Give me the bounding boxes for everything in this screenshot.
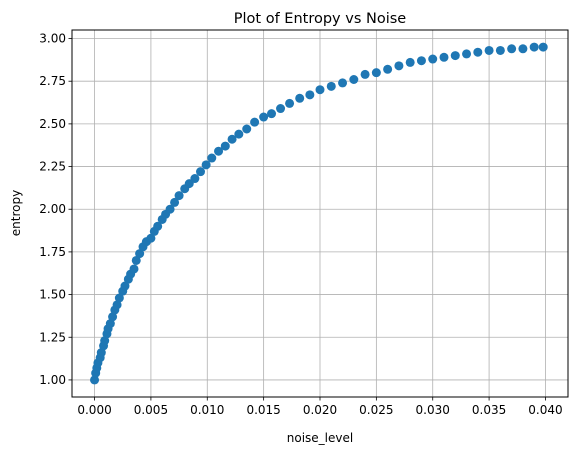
data-point: [349, 75, 359, 85]
data-point: [507, 44, 517, 54]
data-point: [450, 51, 460, 61]
data-point: [201, 160, 211, 170]
y-tick-label: 3.00: [39, 32, 66, 46]
y-tick-label: 1.00: [39, 373, 66, 387]
data-point: [227, 134, 237, 144]
data-point: [529, 42, 539, 52]
data-point: [439, 52, 449, 62]
data-point: [234, 129, 244, 139]
axis-ticks: 0.000 0.005 0.010 0.015 0.020 0.025 0.030 0.035…: [39, 32, 562, 417]
data-point: [131, 255, 141, 265]
data-point: [112, 300, 122, 310]
data-point: [295, 93, 305, 103]
data-point: [305, 90, 315, 100]
data-point: [165, 204, 175, 214]
data-point: [326, 81, 336, 91]
data-point: [315, 85, 325, 95]
data-point: [174, 191, 184, 201]
data-point: [90, 375, 100, 385]
data-point: [518, 44, 528, 54]
data-point: [538, 42, 548, 52]
data-points: [90, 42, 548, 385]
x-tick-label: 0.000: [77, 403, 111, 417]
data-point: [285, 98, 295, 108]
data-point: [129, 264, 139, 274]
data-point: [473, 47, 483, 57]
y-tick-label: 1.25: [39, 330, 66, 344]
data-point: [484, 45, 494, 55]
data-point: [135, 249, 145, 259]
data-point: [462, 49, 472, 59]
data-point: [259, 112, 269, 122]
data-point: [360, 69, 370, 79]
data-point: [170, 197, 180, 207]
data-point: [100, 336, 110, 346]
y-tick-label: 2.75: [39, 74, 66, 88]
x-tick-label: 0.025: [359, 403, 393, 417]
chart-title: Plot of Entropy vs Noise: [234, 11, 407, 27]
data-point: [394, 61, 404, 71]
data-point: [383, 64, 393, 74]
grid-lines: [72, 30, 568, 397]
y-axis-label: entropy: [9, 190, 23, 236]
data-point: [416, 56, 426, 66]
data-point: [146, 233, 156, 243]
data-point: [428, 54, 438, 64]
x-tick-label: 0.010: [190, 403, 224, 417]
data-point: [96, 348, 106, 358]
data-point: [276, 104, 286, 114]
data-point: [190, 174, 200, 184]
x-axis-label: noise_level: [287, 431, 353, 445]
data-point: [495, 45, 505, 55]
y-tick-label: 2.25: [39, 160, 66, 174]
data-point: [108, 312, 118, 322]
x-tick-label: 0.015: [246, 403, 280, 417]
data-point: [250, 117, 260, 127]
data-point: [338, 78, 348, 88]
data-point: [267, 109, 277, 119]
y-tick-label: 2.00: [39, 202, 66, 216]
x-tick-label: 0.040: [528, 403, 562, 417]
data-point: [207, 153, 217, 163]
x-tick-label: 0.005: [134, 403, 168, 417]
data-point: [196, 167, 206, 177]
y-tick-label: 1.75: [39, 245, 66, 259]
data-point: [114, 293, 124, 303]
data-point: [220, 141, 230, 151]
data-point: [214, 146, 224, 156]
data-point: [105, 319, 115, 329]
y-tick-label: 1.50: [39, 288, 66, 302]
data-point: [242, 124, 252, 134]
data-point: [405, 57, 415, 67]
y-tick-label: 2.50: [39, 117, 66, 131]
data-point: [371, 68, 381, 78]
x-tick-label: 0.035: [472, 403, 506, 417]
data-point: [153, 221, 163, 231]
x-tick-label: 0.020: [303, 403, 337, 417]
x-tick-label: 0.030: [416, 403, 450, 417]
data-point: [120, 281, 130, 291]
